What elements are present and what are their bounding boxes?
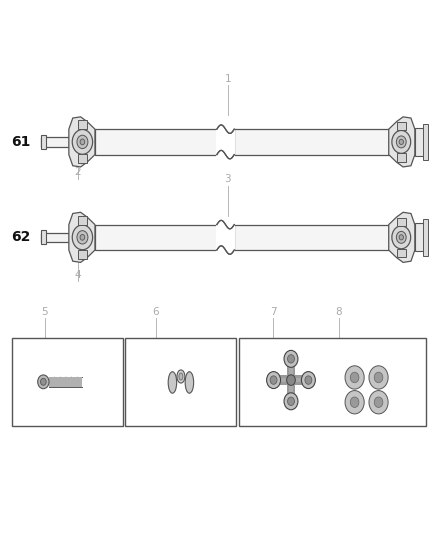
Bar bbox=[239, 338, 426, 425]
Text: 7: 7 bbox=[270, 307, 277, 317]
Text: 2: 2 bbox=[74, 167, 81, 177]
Circle shape bbox=[77, 135, 88, 149]
Text: 61: 61 bbox=[11, 135, 31, 149]
Bar bbox=[41, 232, 69, 242]
Bar bbox=[95, 224, 217, 250]
Circle shape bbox=[38, 375, 49, 389]
Text: 8: 8 bbox=[336, 307, 342, 317]
Circle shape bbox=[270, 376, 277, 384]
Circle shape bbox=[80, 235, 85, 240]
Bar bbox=[274, 375, 308, 385]
Circle shape bbox=[396, 136, 406, 148]
Bar bbox=[78, 250, 87, 259]
Circle shape bbox=[392, 226, 411, 249]
Bar bbox=[397, 249, 406, 257]
Bar bbox=[12, 338, 123, 425]
Circle shape bbox=[374, 397, 383, 408]
Bar bbox=[216, 124, 235, 160]
Bar bbox=[41, 135, 46, 149]
Bar bbox=[78, 155, 87, 164]
Polygon shape bbox=[389, 212, 415, 262]
Text: 5: 5 bbox=[42, 307, 48, 317]
Circle shape bbox=[345, 391, 364, 414]
Bar bbox=[216, 219, 235, 255]
Bar bbox=[397, 154, 406, 161]
Circle shape bbox=[345, 366, 364, 389]
Circle shape bbox=[392, 131, 411, 154]
Bar bbox=[41, 137, 69, 147]
Bar bbox=[234, 224, 389, 250]
Circle shape bbox=[284, 350, 298, 367]
Text: 3: 3 bbox=[224, 174, 231, 184]
Bar bbox=[49, 377, 81, 386]
Ellipse shape bbox=[168, 372, 177, 393]
Circle shape bbox=[374, 372, 383, 383]
Text: 4: 4 bbox=[74, 270, 81, 280]
Circle shape bbox=[284, 393, 298, 410]
Circle shape bbox=[41, 378, 46, 385]
Ellipse shape bbox=[179, 373, 183, 380]
Circle shape bbox=[396, 231, 406, 243]
Bar bbox=[415, 128, 424, 156]
Circle shape bbox=[77, 231, 88, 244]
Circle shape bbox=[287, 354, 294, 363]
Bar bbox=[397, 122, 406, 131]
Circle shape bbox=[350, 372, 359, 383]
Bar bbox=[423, 219, 428, 256]
Polygon shape bbox=[389, 117, 415, 167]
Circle shape bbox=[287, 397, 294, 406]
Circle shape bbox=[267, 372, 281, 389]
Bar bbox=[397, 217, 406, 226]
Circle shape bbox=[72, 225, 92, 250]
Text: 1: 1 bbox=[224, 74, 231, 84]
Circle shape bbox=[369, 366, 388, 389]
Bar bbox=[423, 124, 428, 160]
Bar bbox=[415, 223, 424, 252]
Text: 62: 62 bbox=[11, 230, 31, 244]
Bar bbox=[41, 230, 46, 244]
Circle shape bbox=[350, 397, 359, 408]
Circle shape bbox=[301, 372, 315, 389]
Circle shape bbox=[305, 376, 312, 384]
Circle shape bbox=[72, 130, 92, 155]
Ellipse shape bbox=[185, 372, 194, 393]
Circle shape bbox=[369, 391, 388, 414]
Circle shape bbox=[80, 139, 85, 145]
Bar bbox=[286, 359, 295, 401]
Ellipse shape bbox=[177, 370, 185, 383]
Text: 6: 6 bbox=[152, 307, 159, 317]
Bar bbox=[78, 120, 87, 130]
Polygon shape bbox=[69, 117, 95, 167]
Circle shape bbox=[399, 235, 403, 240]
Bar bbox=[125, 338, 237, 425]
Bar bbox=[78, 216, 87, 225]
Polygon shape bbox=[69, 212, 95, 262]
Bar bbox=[234, 129, 389, 155]
Circle shape bbox=[399, 139, 403, 144]
Circle shape bbox=[286, 375, 295, 385]
Bar bbox=[95, 129, 217, 155]
